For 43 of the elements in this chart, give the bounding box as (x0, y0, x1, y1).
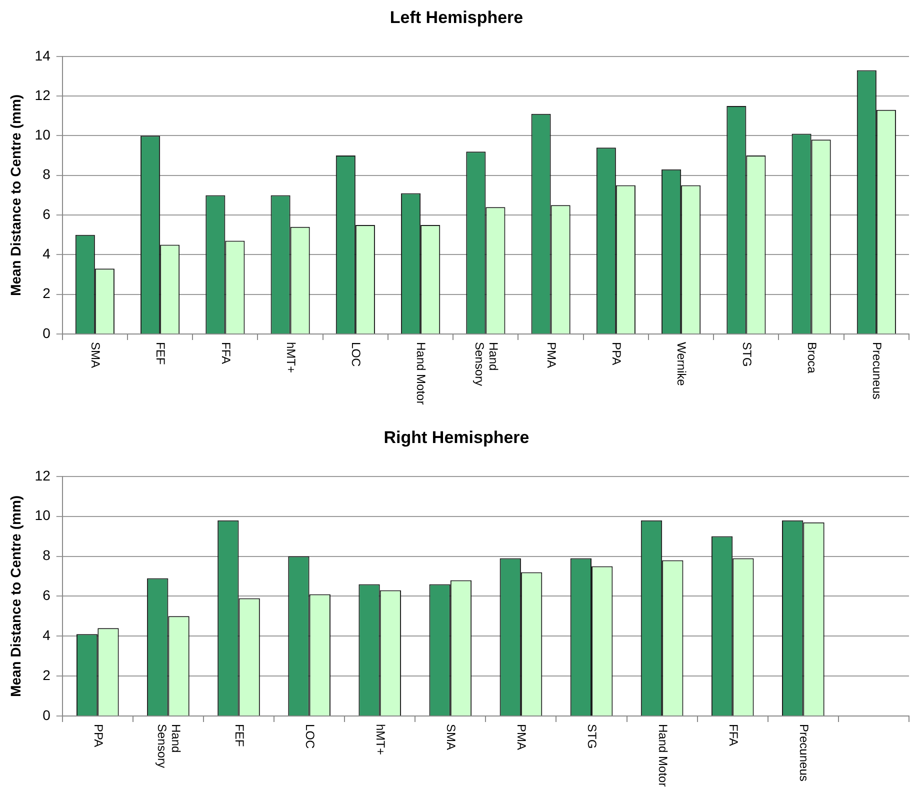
x-tick-label: Hand Sensory (154, 724, 183, 768)
y-axis-title: Mean Distance to Centre (mm) (7, 495, 24, 697)
y-axis-title: Mean Distance to Centre (mm) (7, 94, 24, 296)
x-tick-label: Wernike (674, 342, 689, 386)
x-tick-label: Hand Motor (414, 342, 428, 405)
x-tick-label: hMT+ (374, 724, 388, 756)
y-tick-label: 8 (42, 166, 51, 182)
x-tick-label: PMA (544, 342, 558, 368)
y-tick-label: 14 (34, 47, 51, 64)
x-tick-label: hMT+ (284, 342, 298, 374)
x-tick-label: STG (740, 342, 754, 367)
x-tick-label: FEF (154, 342, 168, 365)
y-tick-label: 12 (34, 86, 51, 103)
x-tick-label: SMA (444, 724, 458, 750)
x-tick-label: PPA (610, 342, 624, 366)
x-tick-label: Precuneus (870, 342, 884, 400)
x-tick-label: PPA (91, 724, 106, 748)
y-tick-label: 10 (34, 507, 51, 524)
x-tick-label: LOC (349, 342, 364, 368)
y-tick-label: 0 (42, 706, 51, 723)
chart-title: Left Hemisphere (390, 8, 524, 27)
x-tick-label: Hand Motor (656, 724, 670, 787)
y-tick-label: 0 (42, 324, 51, 341)
y-tick-label: 8 (42, 547, 51, 564)
y-tick-label: 2 (42, 285, 51, 302)
x-tick-label: FFA (218, 342, 233, 364)
y-tick-label: 6 (42, 206, 51, 222)
chart-title: Right Hemisphere (384, 428, 530, 447)
x-tick-label: Broca (805, 342, 819, 374)
x-tick-label: PMA (514, 724, 529, 750)
x-tick-label: Precuneus (796, 724, 811, 782)
y-tick-label: 10 (34, 126, 51, 143)
y-tick-label: 2 (42, 666, 51, 683)
y-tick-label: 12 (34, 467, 51, 484)
x-tick-label: SMA (88, 342, 103, 368)
x-tick-label: FFA (726, 724, 740, 746)
x-tick-label: STG (585, 724, 600, 749)
y-tick-label: 4 (42, 246, 51, 262)
x-tick-label: FEF (232, 724, 246, 747)
x-tick-label: LOC (302, 724, 317, 750)
y-tick-label: 6 (42, 587, 51, 604)
x-tick-label: Hand Sensory (472, 342, 500, 386)
y-tick-label: 4 (42, 626, 51, 643)
